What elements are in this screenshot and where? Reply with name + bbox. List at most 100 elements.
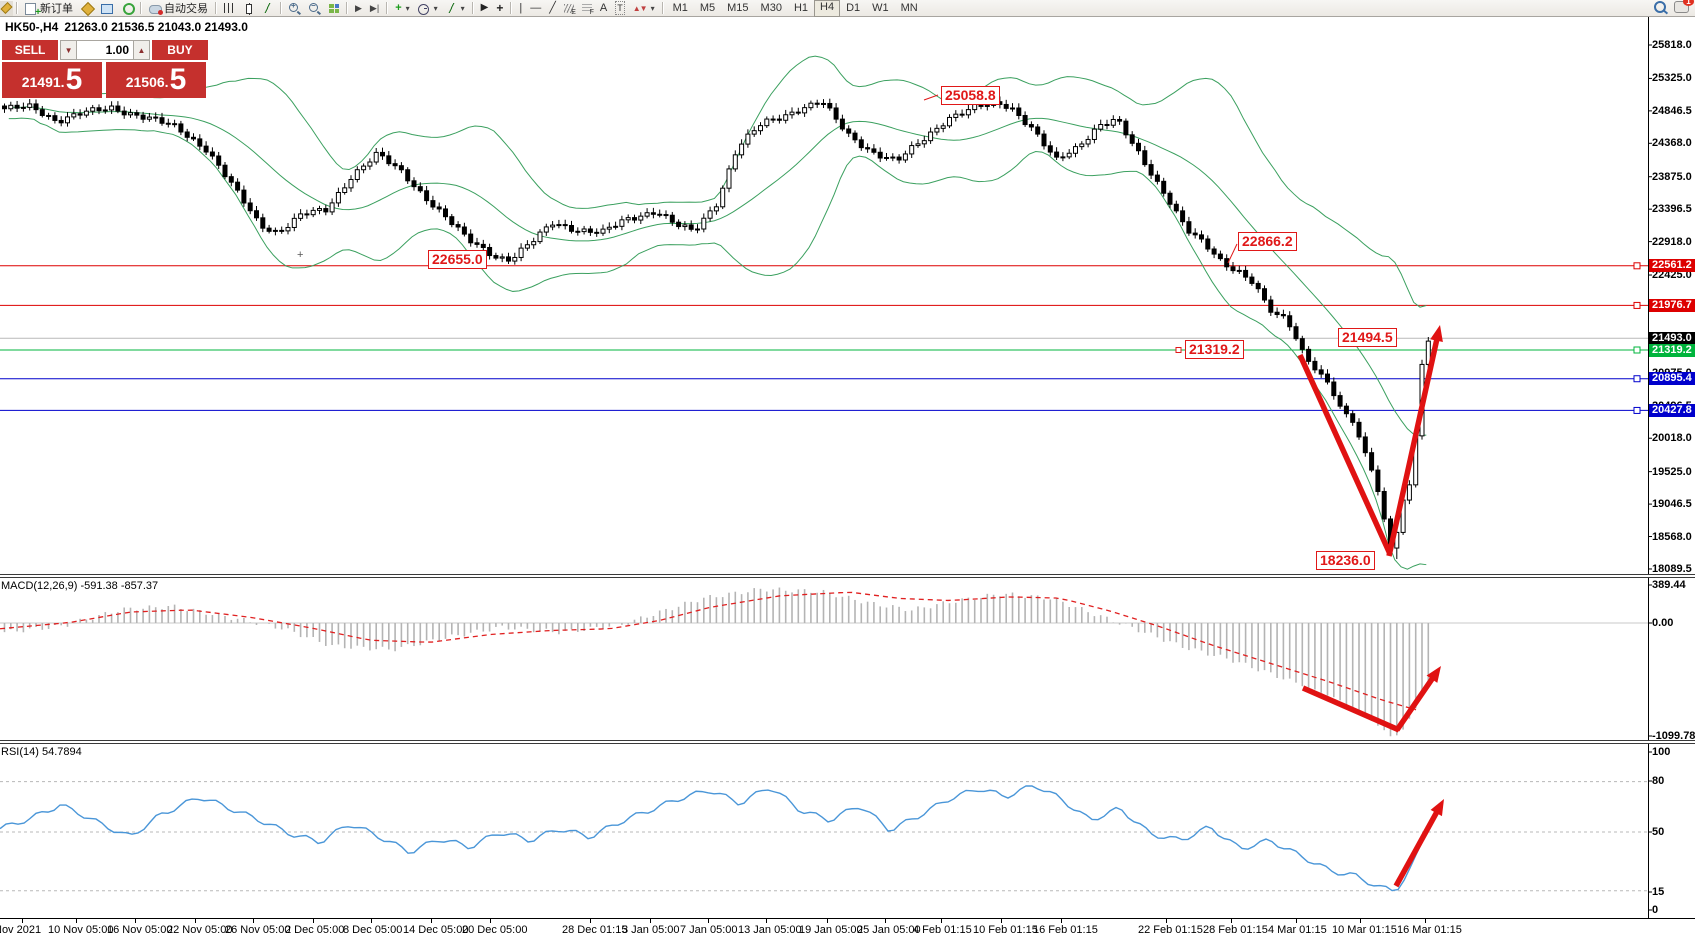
text-button[interactable]: A: [596, 1, 611, 16]
time-axis-label: Nov 2021: [0, 924, 42, 936]
fibonacci-button[interactable]: [578, 1, 596, 16]
bar-chart-button[interactable]: [220, 1, 238, 16]
bar-chart-icon: [224, 3, 234, 13]
price-callout[interactable]: 22866.2: [1238, 232, 1297, 251]
time-axis-label: 19 Jan 05:00: [799, 924, 863, 936]
price-callout[interactable]: 18236.0: [1316, 551, 1375, 570]
time-axis-tick: [313, 919, 314, 923]
crosshair-button[interactable]: +: [492, 1, 507, 16]
volume-decrease-button[interactable]: ▼: [60, 40, 77, 60]
time-axis-label: 16 Nov 05:00: [107, 924, 173, 936]
time-axis-label: 16 Feb 01:15: [1033, 924, 1098, 936]
zoom-out-button[interactable]: −: [305, 1, 325, 16]
trendline-button[interactable]: ╱: [545, 1, 560, 16]
horizontal-line-button[interactable]: —: [526, 1, 545, 16]
chart-object-marker[interactable]: +: [297, 249, 304, 261]
time-axis-label: 2 Dec 05:00: [285, 924, 345, 936]
new-order-button[interactable]: 新订单: [21, 1, 77, 16]
timeframe-button-MN[interactable]: MN: [900, 1, 918, 14]
zoom-in-icon: +: [289, 1, 298, 12]
zoom-in-button[interactable]: +: [285, 1, 305, 16]
price-callout[interactable]: 25058.8: [941, 86, 1000, 105]
buy-price-big-digit: 5: [169, 63, 187, 96]
chevron-down-icon: ▾: [433, 3, 438, 13]
line-chart-button[interactable]: [258, 1, 277, 16]
rsi-pane: [0, 781, 1648, 892]
rsi-line: [0, 785, 1423, 892]
cursor-icon: ▶: [480, 2, 489, 13]
auto-scroll-icon: ▶: [355, 2, 362, 13]
time-axis-tick: [1231, 919, 1232, 923]
timeframe-toolbar: M1 M5 M15 M30 H1 H4 D1 W1 MN: [667, 0, 924, 17]
price-axis-tick: 24368.0: [1652, 137, 1692, 150]
candles: [2, 96, 1431, 560]
price-callout[interactable]: 21494.5: [1338, 328, 1397, 347]
horizontal-lines: [0, 262, 1648, 414]
tile-windows-button[interactable]: [325, 1, 343, 16]
auto-trading-button[interactable]: 自动交易: [145, 1, 212, 16]
candle-chart-button[interactable]: [238, 1, 258, 16]
signals-button[interactable]: [117, 1, 137, 16]
notification-badge: 1: [1683, 0, 1694, 6]
toolbar-separator: [140, 2, 142, 14]
timeframe-button-H4[interactable]: H4: [814, 0, 841, 17]
new-order-label: 新订单: [40, 3, 73, 15]
time-axis-tick: [708, 919, 709, 923]
auto-scroll-button[interactable]: ▶: [351, 1, 366, 16]
timeframe-button-M5[interactable]: M5: [699, 1, 716, 14]
templates-button[interactable]: ▾: [442, 1, 469, 16]
market-watch-button[interactable]: [97, 1, 117, 16]
timeframe-button-H1[interactable]: H1: [793, 1, 809, 14]
price-axis-tick: 19525.0: [1652, 465, 1692, 478]
timeframe-button-M1[interactable]: M1: [672, 1, 688, 14]
price-callout[interactable]: 22655.0: [428, 250, 487, 269]
price-axis[interactable]: 25818.0 25325.0 24846.5 24368.0 23875.0 23396…: [1649, 0, 1695, 941]
time-axis-tick: [490, 919, 491, 923]
toolbar-overflow-icon[interactable]: [0, 0, 13, 16]
chart-shift-button[interactable]: ▶|: [366, 1, 383, 16]
indicators-button[interactable]: + ▾: [391, 1, 413, 16]
vertical-line-button[interactable]: |: [515, 1, 526, 16]
rsi-axis-tick: 50: [1652, 826, 1665, 838]
volume-increase-button[interactable]: ▲: [133, 40, 150, 60]
search-button[interactable]: [1654, 0, 1666, 16]
chevron-down-icon: ▾: [405, 3, 410, 13]
new-order-icon: [25, 2, 36, 15]
timeframe-button-D1[interactable]: D1: [846, 1, 861, 14]
periods-button[interactable]: ▾: [414, 1, 442, 16]
sell-price[interactable]: 21491. 5: [2, 62, 102, 98]
timeframe-button-M30[interactable]: M30: [760, 1, 782, 14]
cursor-button[interactable]: ▶: [477, 1, 493, 16]
rsi-axis-tick: 0: [1652, 904, 1659, 916]
sell-button[interactable]: SELL: [2, 40, 61, 60]
pane-separator-macd[interactable]: [0, 574, 1695, 578]
buy-price[interactable]: 21506. 5: [106, 62, 206, 98]
notifications-button[interactable]: 1: [1674, 0, 1694, 16]
macd-pane: [0, 587, 1648, 737]
arrows-button[interactable]: ▲▼ ▾: [629, 1, 659, 16]
toolbar-separator: [471, 2, 474, 14]
channel-button[interactable]: [560, 1, 578, 16]
pane-separator-rsi[interactable]: [0, 740, 1695, 744]
zoom-out-icon: −: [309, 1, 318, 12]
time-axis-label: 13 Jan 05:00: [738, 924, 802, 936]
price-callout[interactable]: 21319.2: [1185, 340, 1244, 359]
signals-icon: [123, 2, 135, 15]
price-axis-tick: 22918.0: [1652, 235, 1692, 248]
volume-input[interactable]: [77, 40, 133, 60]
text-label-button[interactable]: T: [611, 1, 629, 16]
price-axis-badge: 21976.7: [1649, 298, 1695, 312]
timeframe-button-W1[interactable]: W1: [872, 1, 889, 14]
buy-button[interactable]: BUY: [149, 40, 208, 60]
annotation-arrows[interactable]: [923, 94, 1444, 888]
price-axis-tick: 19046.5: [1652, 498, 1692, 511]
timeframe-button-M15[interactable]: M15: [727, 1, 749, 14]
time-axis-label: 20 Dec 05:00: [462, 924, 528, 936]
time-axis-tick: [371, 919, 372, 923]
macd-histogram: [3, 587, 1430, 737]
profiles-button[interactable]: [77, 1, 97, 16]
horizontal-line-icon: —: [530, 2, 542, 14]
